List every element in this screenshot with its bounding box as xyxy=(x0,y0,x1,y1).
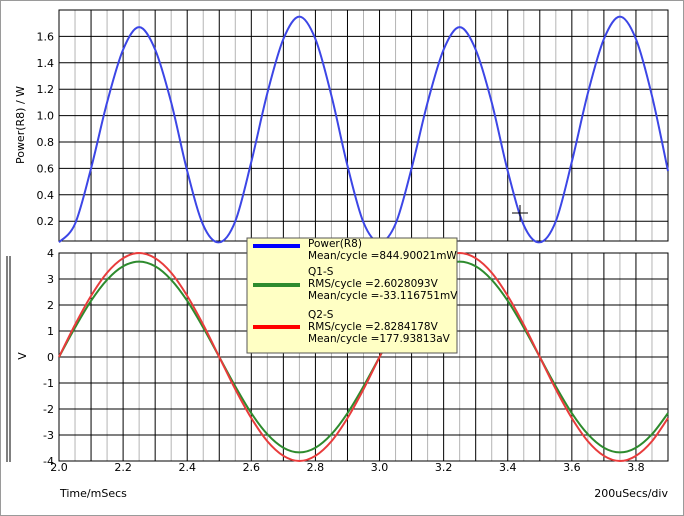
x-axis-scale-label: 200uSecs/div xyxy=(594,487,668,500)
x-ticks: 2.0 2.2 2.4 2.6 2.8 3.0 3.2 3.4 3.6 3.8 xyxy=(50,461,644,474)
y-tick-label: 0.4 xyxy=(37,189,55,202)
legend-q1s-rms: RMS/cycle =2.6028093V xyxy=(308,278,439,290)
legend-name-q2s: Q2-S xyxy=(308,309,334,321)
y-tick-label: 1.2 xyxy=(37,83,55,96)
y-tick-label: 1.0 xyxy=(37,110,55,123)
y-tick-label: 4 xyxy=(47,247,54,260)
bottom-y-axis-label: V xyxy=(16,352,29,360)
y-tick-label: -4 xyxy=(43,455,54,468)
x-tick-label: 2.0 xyxy=(50,461,68,474)
x-tick-label: 3.4 xyxy=(499,461,517,474)
top-series-group xyxy=(58,15,669,244)
legend-q1s-mean: Mean/cycle =-33.116751mV xyxy=(308,290,458,302)
series-line-q1s xyxy=(58,260,669,454)
series-line-q2s xyxy=(58,251,669,463)
top-y-axis-label: Power(R8) / W xyxy=(14,86,27,164)
cursor-crosshair-icon[interactable] xyxy=(512,205,528,221)
bottom-y-ticks: -4 -3 -2 -1 0 1 2 3 4 xyxy=(43,247,54,468)
x-tick-label: 3.2 xyxy=(435,461,453,474)
x-tick-label: 3.6 xyxy=(563,461,581,474)
x-tick-label: 3.8 xyxy=(627,461,645,474)
y-tick-label: 0.8 xyxy=(37,136,55,149)
y-tick-label: 1 xyxy=(47,325,54,338)
bottom-series-group xyxy=(58,251,669,463)
y-tick-label: -2 xyxy=(43,403,54,416)
legend-q2s-mean: Mean/cycle =177.93813aV xyxy=(308,333,451,345)
y-tick-label: 0.2 xyxy=(37,215,55,228)
y-tick-label: 0.6 xyxy=(37,162,55,175)
legend-name-power: Power(R8) xyxy=(308,238,362,250)
y-tick-label: 3 xyxy=(47,273,54,286)
series-line-power xyxy=(58,15,669,244)
top-y-ticks: 0.2 0.4 0.6 0.8 1.0 1.2 1.4 1.6 xyxy=(37,30,55,228)
y-tick-label: 2 xyxy=(47,299,54,312)
y-tick-label: 1.4 xyxy=(37,57,55,70)
x-tick-label: 2.2 xyxy=(114,461,132,474)
x-axis-label: Time/mSecs xyxy=(59,487,127,500)
x-tick-label: 2.4 xyxy=(178,461,196,474)
x-tick-label: 2.6 xyxy=(243,461,261,474)
legend-background xyxy=(246,237,458,354)
legend-name-q1s: Q1-S xyxy=(308,266,334,278)
y-tick-label: -1 xyxy=(43,377,54,390)
legend-q2s-rms: RMS/cycle =2.8284178V xyxy=(308,321,439,333)
legend-power-mean: Mean/cycle =844.90021mW xyxy=(308,250,457,262)
x-tick-label: 3.0 xyxy=(371,461,389,474)
y-tick-label: 1.6 xyxy=(37,30,55,43)
x-tick-label: 2.8 xyxy=(307,461,325,474)
legend-box: Power(R8) Mean/cycle =844.90021mW Q1-S R… xyxy=(246,237,458,354)
y-tick-label: 0 xyxy=(47,351,54,364)
y-tick-label: -3 xyxy=(43,429,54,442)
